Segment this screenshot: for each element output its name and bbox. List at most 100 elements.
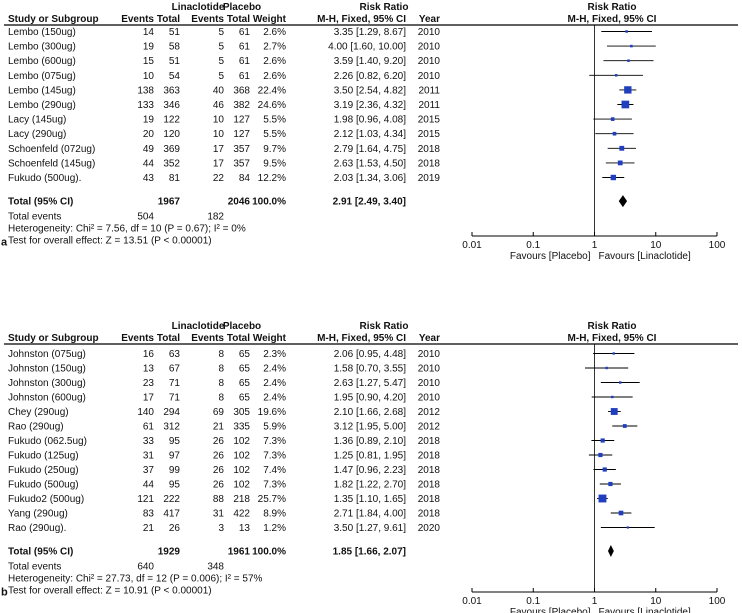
risk-ratio-ci: 3.19 [2.36, 4.32]: [334, 100, 407, 111]
risk-ratio-ci: 2.71 [1.84, 4.00]: [334, 509, 407, 520]
total-weight: 100.0%: [252, 547, 286, 558]
x-tick-label: 10: [650, 596, 662, 607]
study-year: 2010: [418, 393, 441, 404]
events-control: 88: [213, 494, 225, 505]
effect-marker: [622, 424, 627, 428]
total-control: 382: [233, 100, 250, 111]
events-treatment: 33: [143, 436, 155, 447]
study-name: Yang (290ug): [8, 509, 68, 520]
risk-ratio-ci: 2.10 [1.66, 2.68]: [334, 407, 407, 418]
header-study: Study or Subgroup: [8, 333, 99, 344]
total-control: 357: [233, 144, 250, 155]
total-treatment: 71: [169, 378, 181, 389]
header-weight: Weight: [253, 14, 287, 25]
study-name: Lembo (290ug): [8, 100, 76, 111]
study-year: 2015: [418, 129, 441, 140]
x-tick-label: 0.1: [526, 596, 540, 607]
pooled-diamond: [607, 545, 614, 557]
study-name: Lembo (075ug): [8, 71, 76, 82]
total-control: 127: [233, 129, 250, 140]
total-control: 61: [239, 56, 251, 67]
total-control: 127: [233, 115, 250, 126]
total-control: 61: [239, 71, 251, 82]
study-weight: 5.5%: [263, 115, 286, 126]
effect-marker: [619, 145, 625, 151]
events-treatment: 44: [143, 480, 155, 491]
x-tick-label: 0.1: [526, 240, 540, 251]
study-year: 2011: [418, 100, 440, 111]
events-control: 8: [218, 349, 224, 360]
total-control: 61: [239, 27, 251, 38]
study-name: Johnston (075ug): [8, 349, 86, 360]
x-tick-label: 0.01: [462, 240, 482, 251]
total-n-treatment: 1929: [158, 547, 181, 558]
effect-marker: [626, 526, 629, 529]
total-n-control: 2046: [228, 197, 251, 208]
study-weight: 7.4%: [263, 465, 286, 476]
header-events-control: Events: [191, 333, 224, 344]
x-tick-label: 100: [709, 596, 726, 607]
plot-subtitle: M-H, Fixed, 95% CI: [568, 333, 657, 344]
x-tick-label: 100: [709, 240, 726, 251]
favours-right-label: Favours [Linaclotide]: [599, 251, 691, 262]
events-treatment: 14: [143, 27, 155, 38]
header-study: Study or Subgroup: [8, 14, 99, 25]
study-weight: 7.3%: [263, 436, 286, 447]
study-year: 2018: [418, 465, 441, 476]
study-weight: 7.3%: [263, 451, 286, 462]
study-name: Schoenfeld (145ug): [8, 158, 95, 169]
events-treatment: 23: [143, 378, 155, 389]
events-control: 26: [213, 480, 225, 491]
study-weight: 22.4%: [258, 85, 286, 96]
study-year: 2015: [418, 115, 441, 126]
total-control: 305: [233, 407, 250, 418]
total-n-treatment: 1967: [158, 197, 181, 208]
study-weight: 2.4%: [263, 378, 286, 389]
events-treatment: 133: [137, 100, 154, 111]
total-control: 65: [239, 364, 251, 375]
total-treatment: 67: [169, 364, 181, 375]
effect-marker: [625, 30, 628, 33]
header-total-treatment: Total: [157, 14, 180, 25]
study-year: 2018: [418, 509, 441, 520]
effect-marker: [612, 131, 617, 136]
effect-marker: [600, 438, 605, 443]
effect-marker: [605, 366, 608, 370]
study-year: 2018: [418, 144, 441, 155]
events-control: 10: [213, 115, 225, 126]
risk-ratio-ci: 1.95 [0.90, 4.20]: [334, 393, 407, 404]
events-treatment: 121: [137, 494, 154, 505]
events-treatment: 49: [143, 144, 155, 155]
events-treatment: 20: [143, 129, 155, 140]
effect-marker: [630, 44, 633, 48]
total-treatment: 352: [163, 158, 180, 169]
header-events-treatment: Events: [121, 333, 154, 344]
events-control: 21: [213, 422, 225, 433]
header-method: M-H, Fixed, 95% CI: [317, 333, 406, 344]
study-name: Lembo (150ug): [8, 27, 76, 38]
header-total-treatment: Total: [157, 333, 180, 344]
events-treatment: 140: [137, 407, 154, 418]
effect-marker: [627, 59, 630, 62]
study-name: Fukudo (062.5ug): [8, 436, 87, 447]
favours-right-label: Favours [Linaclotide]: [599, 607, 691, 613]
total-treatment: 346: [163, 100, 180, 111]
header-total-control: Total: [227, 14, 250, 25]
events-control: 46: [213, 100, 225, 111]
header-events-control: Events: [191, 14, 224, 25]
total-control: 102: [233, 451, 250, 462]
total-events-label: Total events: [8, 562, 61, 573]
effect-marker: [621, 100, 630, 109]
risk-ratio-ci: 2.63 [1.27, 5.47]: [334, 378, 407, 389]
x-tick-label: 0.01: [462, 596, 482, 607]
events-control: 5: [218, 71, 224, 82]
total-treatment: 95: [169, 436, 181, 447]
study-name: Schoenfeld (072ug): [8, 144, 95, 155]
study-weight: 24.6%: [258, 100, 286, 111]
effect-marker: [624, 86, 632, 94]
study-weight: 8.9%: [263, 509, 286, 520]
effect-marker: [610, 117, 615, 121]
study-year: 2010: [418, 56, 441, 67]
events-treatment: 19: [143, 115, 155, 126]
